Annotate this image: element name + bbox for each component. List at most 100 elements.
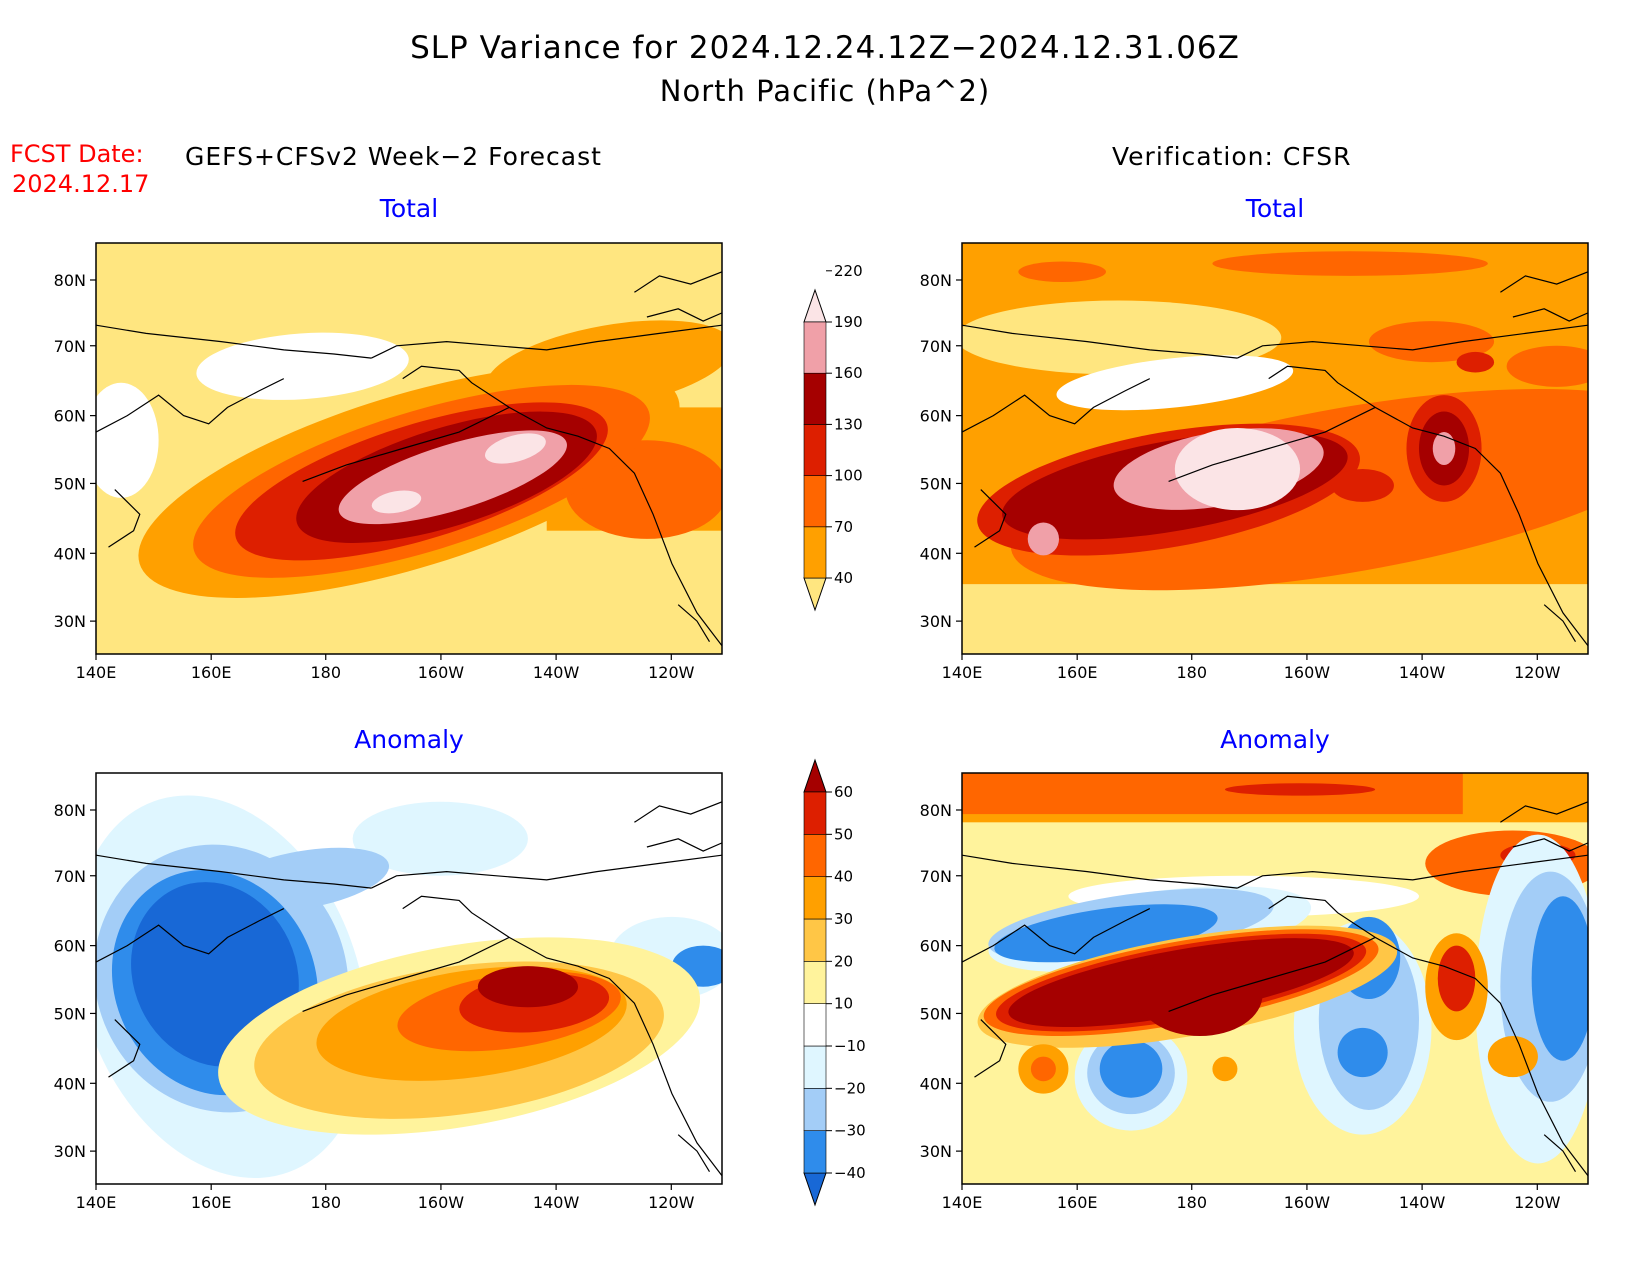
- variance-190-220: [1027, 522, 1060, 556]
- total-colorbar: 40 70 100 130 160 190 220: [803, 262, 863, 612]
- colorbar-bottom-arrow: [803, 577, 827, 612]
- lon-tick-label: 160W: [418, 663, 465, 682]
- colorbar-tick-label: 160: [834, 364, 863, 382]
- coastline: [646, 308, 722, 322]
- colorbar-tick-label: −40: [834, 1164, 866, 1182]
- colorbar-tick-label: 10: [834, 995, 853, 1013]
- verification-total-map-axes: 30N 40N 50N 60N 70N 80N 140E 160E 180 160W 140W 120…: [920, 242, 1589, 682]
- lat-tick-label: 60N: [54, 407, 86, 426]
- anomaly-above-60: [1137, 953, 1263, 1037]
- lat-tick-label: 70N: [920, 337, 952, 356]
- main-title-line-2: North Pacific (hPa^2): [659, 74, 991, 108]
- lon-tick-label: 120W: [1514, 663, 1561, 682]
- colorbar-segment: [803, 475, 827, 528]
- colorbar-segment: [803, 791, 827, 835]
- coastline: [108, 1019, 141, 1078]
- coastline: [1268, 895, 1588, 1177]
- lon-tick-label: 140E: [76, 663, 117, 682]
- fcst-date-value: 2024.12.17: [12, 170, 150, 198]
- anomaly-50-60: [1437, 945, 1476, 1012]
- anomaly-minus30-20: [994, 904, 1218, 963]
- coastline: [962, 324, 1238, 359]
- colorbar-tick-label: −10: [834, 1037, 866, 1055]
- lat-tick-label: 60N: [920, 937, 952, 956]
- colorbar-tick-label: 20: [834, 952, 853, 970]
- lat-tick-label: 80N: [54, 271, 86, 290]
- map-frame: [961, 242, 1589, 655]
- verification-anomaly-map-coastlines: [962, 801, 1588, 1177]
- colorbar-segment: [803, 1045, 827, 1089]
- anomaly-minus30-20: [1099, 1040, 1163, 1098]
- lat-tick-label: 50N: [920, 1004, 952, 1023]
- coastline: [677, 604, 711, 643]
- north-band-40-50: [962, 773, 1463, 815]
- coastline: [1237, 854, 1588, 889]
- verification-anomaly-map: [962, 773, 1588, 1184]
- forecast-total-label: Total: [379, 194, 439, 223]
- lon-tick-label: 140W: [1399, 1193, 1446, 1212]
- verification-anomaly-map-fill: [962, 773, 1588, 1184]
- variance-above-220: [1174, 427, 1301, 511]
- lon-tick-label: 140W: [533, 663, 580, 682]
- forecast-column-title: GEFS+CFSv2 Week−2 Forecast: [185, 142, 602, 171]
- lat-tick-label: 60N: [54, 937, 86, 956]
- south-yellow-band: [962, 584, 1588, 654]
- coastline: [96, 908, 285, 963]
- lat-tick-label: 30N: [920, 612, 952, 631]
- coastline: [677, 1134, 711, 1173]
- coastline: [1512, 838, 1588, 852]
- coastline: [1500, 801, 1588, 823]
- coastline: [1237, 324, 1588, 359]
- lat-tick-label: 80N: [54, 801, 86, 820]
- anomaly-minus30-20: [1337, 1027, 1388, 1078]
- lat-tick-label: 30N: [54, 1142, 86, 1161]
- lat-tick-label: 80N: [920, 271, 952, 290]
- coastline: [974, 1019, 1007, 1078]
- colorbar-segment: [803, 834, 827, 877]
- coastline: [1543, 1134, 1577, 1173]
- colorbar-segment: [803, 961, 827, 1004]
- fcst-date-label: FCST Date:: [10, 140, 144, 168]
- colorbar-tick-label: 40: [834, 868, 853, 886]
- colorbar-tick-label: 60: [834, 783, 853, 801]
- anomaly-colorbar: −40 −30 −20 −10 10 20 30 40 50 60: [803, 758, 866, 1207]
- lon-tick-label: 140E: [76, 1193, 117, 1212]
- lat-tick-label: 40N: [920, 1074, 952, 1093]
- lat-tick-label: 70N: [54, 337, 86, 356]
- lon-tick-label: 160W: [418, 1193, 465, 1212]
- coastline: [96, 324, 372, 359]
- lon-tick-label: 160E: [1057, 1193, 1098, 1212]
- map-frame: [95, 772, 723, 1185]
- coastline: [402, 365, 722, 647]
- colorbar-segment: [803, 876, 827, 920]
- anomaly-above-60: [477, 966, 579, 1008]
- coastline: [962, 378, 1151, 433]
- variance-130-160-north: [1456, 351, 1495, 373]
- colorbar-tick-label: 130: [834, 415, 863, 433]
- lon-tick-label: 120W: [648, 1193, 695, 1212]
- lon-tick-label: 140W: [533, 1193, 580, 1212]
- anomaly-30-40: [1212, 1056, 1238, 1082]
- variance-190-220: [1432, 432, 1456, 465]
- colorbar-tick-label: 30: [834, 910, 853, 928]
- forecast-total-map: [96, 243, 722, 654]
- colorbar-segment: [803, 372, 827, 425]
- lat-tick-label: 50N: [54, 1004, 86, 1023]
- coastline: [646, 838, 722, 852]
- below-40-region: [196, 332, 409, 400]
- colorbar-top-arrow: [803, 758, 827, 793]
- forecast-anomaly-label: Anomaly: [354, 725, 464, 754]
- lon-tick-label: 160W: [1284, 663, 1331, 682]
- lon-tick-label: 140E: [942, 663, 983, 682]
- coastline: [302, 936, 510, 1012]
- lat-tick-label: 40N: [54, 1074, 86, 1093]
- coastline: [302, 406, 510, 482]
- verification-total-label: Total: [1245, 194, 1305, 223]
- coastline: [634, 271, 722, 293]
- lon-tick-label: 160E: [191, 1193, 232, 1212]
- variance-130-160: [1331, 469, 1394, 502]
- colorbar-segment: [803, 1088, 827, 1131]
- coastline: [962, 908, 1151, 963]
- forecast-total-map-axes: 30N 40N 50N 60N 70N 80N 140E 160E 180 160W 140W 120…: [54, 242, 723, 682]
